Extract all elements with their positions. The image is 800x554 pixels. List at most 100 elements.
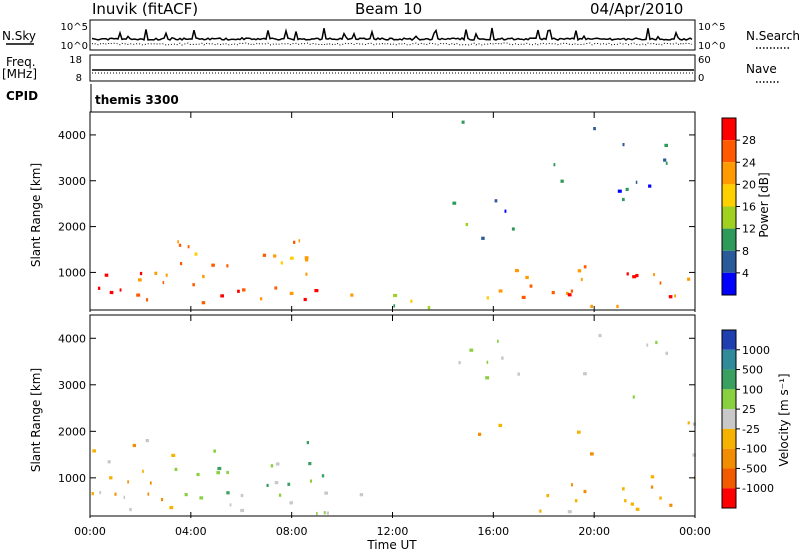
- data-cell: [123, 495, 126, 499]
- data-cell: [262, 253, 267, 257]
- data-cell: [567, 510, 572, 514]
- data-cell: [655, 340, 658, 345]
- data-cell: [546, 494, 550, 498]
- data-cell: [278, 493, 282, 497]
- nsearch-tick-bottom: 10^0: [698, 41, 725, 52]
- data-cell: [305, 258, 309, 262]
- data-cell: [213, 449, 216, 453]
- nsearch-label: N.Search: [746, 29, 800, 43]
- data-cell: [216, 471, 220, 475]
- data-cell: [145, 439, 149, 443]
- data-cell: [515, 269, 519, 273]
- colorbar-tick-label: 500: [742, 364, 763, 377]
- data-cell: [142, 469, 144, 473]
- data-cell: [560, 179, 564, 183]
- data-cell: [275, 462, 280, 466]
- data-cell: [242, 288, 246, 292]
- data-cell: [273, 254, 277, 258]
- data-cell: [171, 453, 176, 457]
- colorbar-swatch: [722, 448, 736, 469]
- data-cell: [458, 361, 461, 365]
- data-cell: [486, 360, 489, 364]
- data-cell: [504, 209, 507, 213]
- data-cell: [298, 239, 301, 243]
- colorbar-swatch: [722, 349, 736, 370]
- data-cell: [229, 503, 232, 507]
- data-cell: [632, 275, 637, 279]
- data-cell: [583, 265, 587, 269]
- y-tick-label: 3000: [58, 379, 86, 392]
- data-cell: [635, 180, 638, 184]
- data-cell: [650, 485, 654, 489]
- power-colorbar-title: Power [dB]: [757, 172, 771, 237]
- data-cell: [217, 466, 222, 471]
- data-cell: [598, 334, 602, 338]
- data-cell: [427, 306, 431, 310]
- x-tick-label: 00:00: [679, 525, 711, 538]
- colorbar-tick-label: 28: [742, 134, 756, 147]
- data-cell: [577, 430, 581, 434]
- data-cell: [567, 293, 572, 297]
- data-cell: [593, 127, 596, 131]
- x-tick-label: 20:00: [578, 525, 610, 538]
- data-cell: [410, 299, 413, 303]
- data-cell: [270, 464, 274, 468]
- data-cell: [192, 283, 195, 287]
- data-cell: [280, 261, 283, 265]
- colorbar-swatch: [722, 162, 736, 185]
- data-cell: [511, 227, 515, 231]
- nsearch-series: [91, 42, 693, 46]
- data-cell: [659, 496, 662, 500]
- x-tick-label: 08:00: [276, 525, 308, 538]
- data-cell: [289, 501, 293, 505]
- colorbar-swatch: [722, 428, 736, 449]
- power-y-label: Slant Range [km]: [29, 163, 43, 267]
- data-cell: [665, 351, 669, 355]
- data-cell: [478, 432, 482, 436]
- data-cell: [180, 262, 183, 266]
- nsearch-tick-top: 10^5: [698, 22, 725, 33]
- data-cell: [293, 240, 296, 244]
- data-cell: [497, 339, 499, 343]
- data-cell: [178, 243, 182, 247]
- colorbar-tick-label: 16: [742, 201, 756, 214]
- data-cell: [314, 289, 319, 293]
- y-tick-label: 4000: [58, 332, 86, 345]
- data-cell: [266, 483, 269, 487]
- nsky-tick-top: 10^5: [61, 22, 88, 33]
- data-cell: [226, 491, 230, 495]
- data-cell: [494, 199, 498, 203]
- data-cell: [664, 143, 668, 147]
- data-cell: [461, 120, 465, 124]
- colorbar-tick-label: 25: [742, 403, 756, 416]
- power-heatmap: [97, 120, 691, 310]
- data-cell: [154, 271, 158, 275]
- data-cell: [553, 163, 556, 167]
- data-cell: [139, 271, 143, 276]
- colorbar-tick-label: 4: [742, 267, 749, 280]
- colorbar-swatch: [722, 272, 736, 295]
- velocity-y-label: Slant Range [km]: [29, 368, 43, 472]
- colorbar-tick-label: -25: [742, 423, 760, 436]
- data-cell: [169, 506, 174, 510]
- data-cell: [177, 240, 179, 244]
- cpid-label: CPID: [6, 89, 38, 103]
- data-cell: [237, 289, 240, 293]
- beam-title: Beam 10: [355, 0, 422, 18]
- data-cell: [129, 508, 132, 512]
- data-cell: [481, 236, 485, 240]
- data-cell: [646, 343, 649, 347]
- nave-tick-bottom: 0: [698, 73, 704, 84]
- data-cell: [665, 161, 668, 165]
- colorbar-swatch: [722, 140, 736, 163]
- data-cell: [201, 301, 206, 305]
- colorbar-tick-label: -500: [742, 462, 767, 475]
- data-cell: [498, 289, 503, 293]
- data-cell: [240, 493, 244, 498]
- data-cell: [162, 281, 165, 285]
- data-cell: [92, 449, 96, 453]
- freq-tick-bottom: 8: [76, 73, 82, 84]
- data-cell: [539, 509, 542, 513]
- colorbar-swatch: [722, 409, 736, 429]
